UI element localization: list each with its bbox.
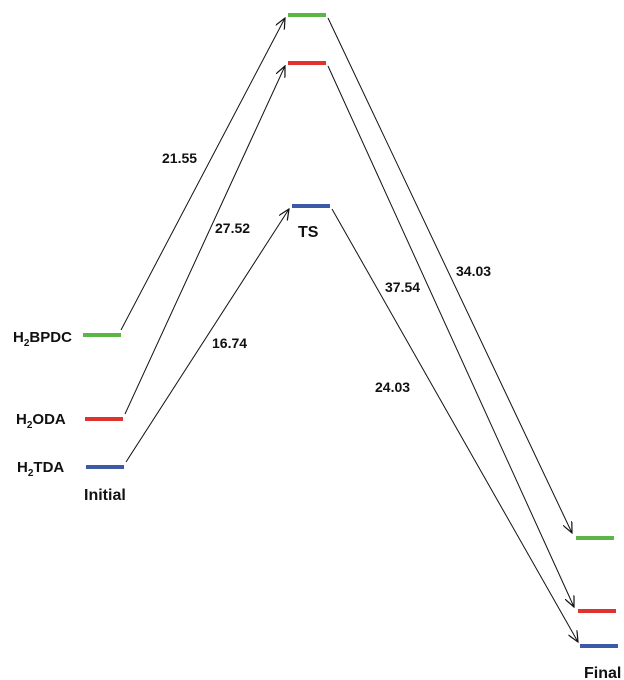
barrier-value-tda: 16.74 [212, 335, 247, 351]
arrow-ts-to-final-oda [327, 65, 574, 607]
arrow-initial-to-ts-bpdc [120, 18, 285, 331]
barrier-value-oda: 27.52 [215, 220, 250, 236]
molecule-label-oda: H2ODA [16, 411, 66, 431]
release-value-tda: 24.03 [375, 379, 410, 395]
molecule-label-tda: H2TDA [17, 459, 64, 479]
arrow-initial-to-ts-tda [125, 209, 289, 463]
arrow-ts-to-final-tda [331, 208, 578, 642]
stage-label-ts: TS [298, 224, 319, 241]
arrow-initial-to-ts-oda [124, 66, 285, 415]
stage-label-final: Final [584, 665, 621, 680]
stage-label-initial: Initial [84, 487, 126, 504]
molecule-label-bpdc: H2BPDC [13, 329, 72, 349]
release-value-bpdc: 34.03 [456, 263, 491, 279]
arrow-ts-to-final-bpdc [327, 17, 572, 533]
barrier-value-bpdc: 21.55 [162, 150, 197, 166]
release-value-oda: 37.54 [385, 279, 420, 295]
